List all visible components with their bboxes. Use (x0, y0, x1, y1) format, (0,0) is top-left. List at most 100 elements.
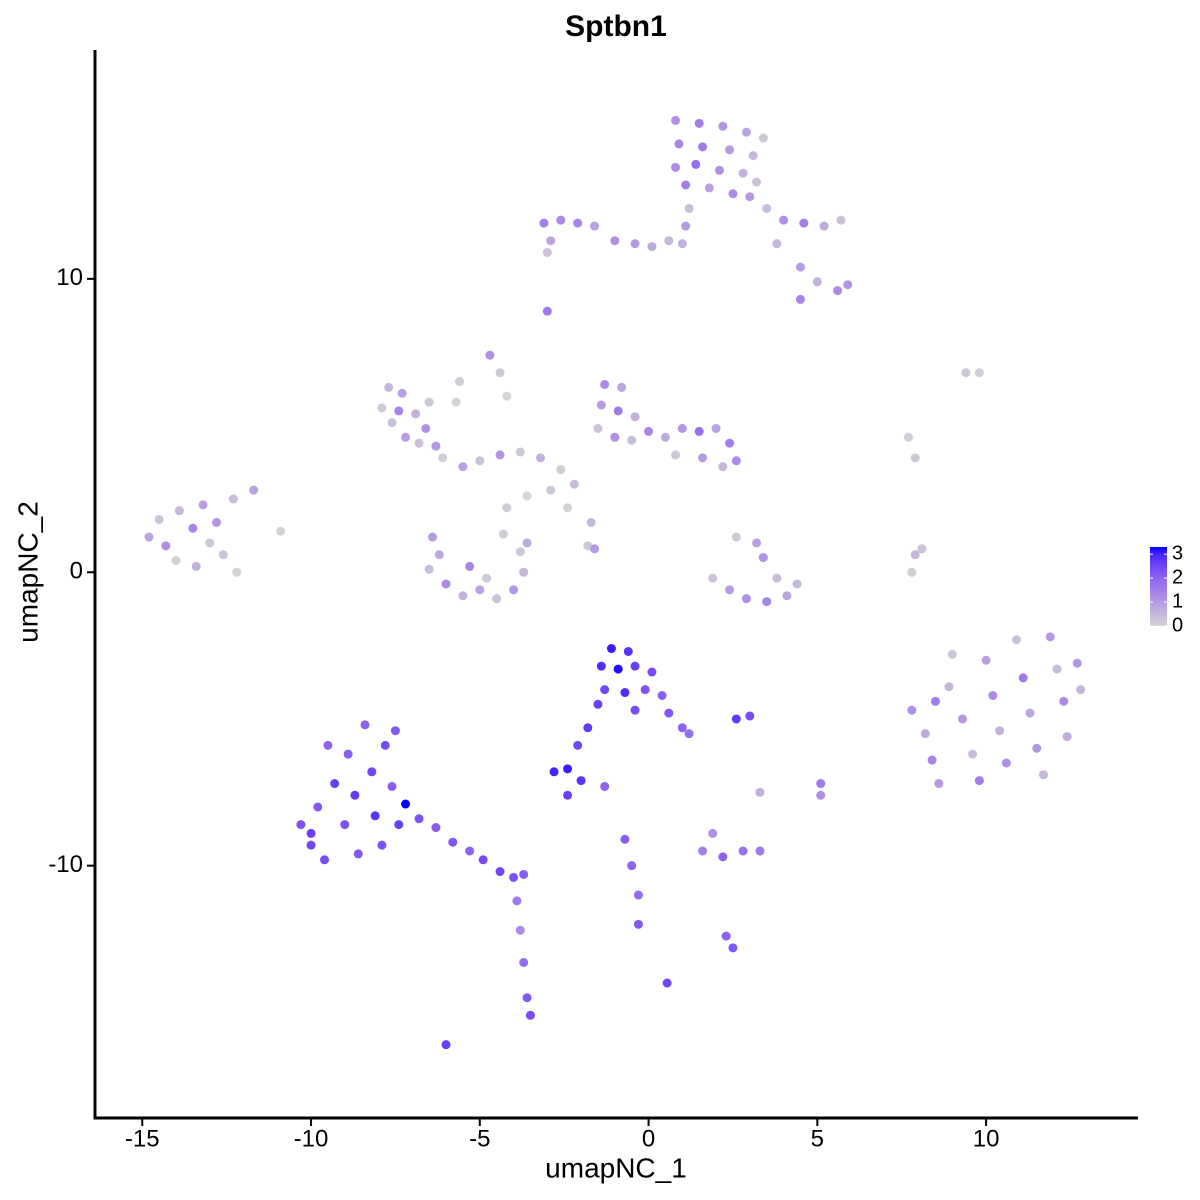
cell-point (620, 688, 630, 698)
cell-point (583, 541, 593, 551)
cell-point (974, 368, 984, 378)
cell-point (1045, 632, 1055, 642)
cell-point (228, 494, 238, 504)
cell-point (910, 550, 920, 560)
cell-point (542, 306, 552, 316)
colorbar-tick-label: 2 (1172, 566, 1183, 588)
cell-point (917, 544, 927, 554)
cell-point (492, 594, 502, 604)
cell-point (343, 749, 353, 759)
cell-point (782, 591, 792, 601)
cell-point (772, 239, 782, 249)
cell-point (644, 426, 654, 436)
cell-point (556, 465, 566, 475)
cell-point (711, 423, 721, 433)
cell-point (910, 453, 920, 463)
y-tick-label: 10 (56, 264, 83, 291)
cell-point (397, 388, 407, 398)
cell-point (515, 447, 525, 457)
cell-point (708, 573, 718, 583)
cell-point (563, 764, 573, 774)
y-tick-label: -10 (48, 851, 83, 878)
cell-point (981, 655, 991, 665)
cell-point (633, 919, 643, 929)
cell-point (188, 523, 198, 533)
cell-point (617, 382, 627, 392)
cell-point (795, 262, 805, 272)
cell-point (968, 749, 978, 759)
cell-point (772, 573, 782, 583)
cell-point (691, 159, 701, 169)
cell-point (1038, 770, 1048, 780)
cell-point (738, 168, 748, 178)
cell-point (390, 726, 400, 736)
cell-point (502, 503, 512, 513)
cell-point (276, 526, 286, 536)
cell-point (370, 811, 380, 821)
cell-point (384, 382, 394, 392)
cell-point (205, 538, 215, 548)
cell-point (630, 661, 640, 671)
cell-point (525, 1010, 535, 1020)
cell-point (519, 869, 529, 879)
cell-point (600, 379, 610, 389)
cell-point (995, 726, 1005, 736)
cell-point (755, 787, 765, 797)
cell-point (394, 820, 404, 830)
cell-point (387, 781, 397, 791)
cell-point (465, 846, 475, 856)
cell-point (606, 644, 616, 654)
cell-point (441, 579, 451, 589)
cell-point (171, 556, 181, 566)
cell-point (731, 714, 741, 724)
cell-point (725, 145, 735, 155)
cell-point (725, 585, 735, 595)
cell-point (593, 423, 603, 433)
cell-point (907, 705, 917, 715)
cell-point (495, 867, 505, 877)
cell-point (1018, 673, 1028, 683)
cell-point (448, 837, 458, 847)
cell-point (731, 532, 741, 542)
cell-point (509, 872, 519, 882)
cell-point (728, 189, 738, 199)
cell-point (630, 705, 640, 715)
cell-point (731, 456, 741, 466)
colorbar-tick-label: 3 (1172, 542, 1183, 564)
cell-point (573, 740, 583, 750)
cell-point (1076, 685, 1086, 695)
cell-point (485, 350, 495, 360)
cell-point (249, 485, 259, 495)
cell-point (414, 438, 424, 448)
cell-point (455, 377, 465, 387)
cell-point (212, 517, 222, 527)
cell-point (714, 165, 724, 175)
y-tick-label: 0 (70, 558, 83, 585)
cell-point (1025, 708, 1035, 718)
cell-point (330, 779, 340, 789)
cell-point (1032, 743, 1042, 753)
cell-point (512, 896, 522, 906)
cell-point (758, 133, 768, 143)
cell-point (610, 236, 620, 246)
cell-point (947, 649, 957, 659)
cell-point (515, 547, 525, 557)
cell-point (434, 550, 444, 560)
cell-point (596, 400, 606, 410)
cell-point (623, 646, 633, 656)
cell-point (586, 517, 596, 527)
cell-point (198, 500, 208, 510)
cell-point (563, 503, 573, 513)
cell-point (377, 403, 387, 413)
cell-point (741, 594, 751, 604)
cell-point (549, 767, 559, 777)
cell-point (647, 667, 657, 677)
cell-point (677, 423, 687, 433)
chart-title: Sptbn1 (565, 10, 667, 43)
cell-point (745, 711, 755, 721)
cell-point (674, 139, 684, 149)
cell-point (708, 828, 718, 838)
cell-point (1011, 635, 1021, 645)
